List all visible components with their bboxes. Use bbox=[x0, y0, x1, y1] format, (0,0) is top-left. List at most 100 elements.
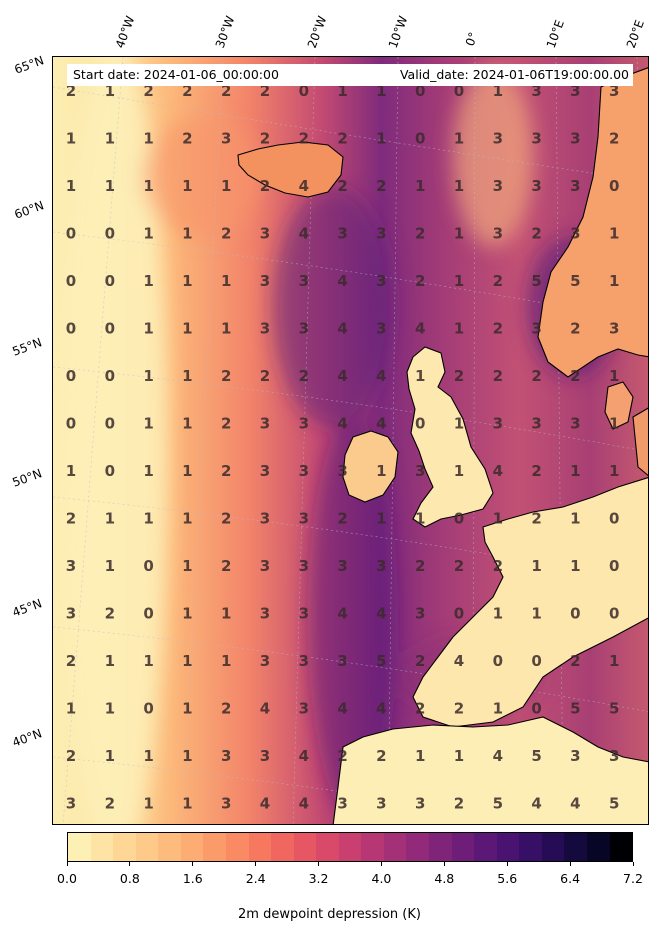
grid-value: 2 bbox=[221, 700, 231, 718]
grid-value: 1 bbox=[415, 510, 425, 528]
grid-value: 1 bbox=[531, 605, 541, 623]
grid-value: 1 bbox=[143, 367, 153, 385]
grid-value: 3 bbox=[531, 177, 541, 195]
grid-value: 2 bbox=[531, 462, 541, 480]
grid-value: 1 bbox=[415, 177, 425, 195]
grid-value: 2 bbox=[454, 700, 464, 718]
grid-value: 3 bbox=[337, 462, 347, 480]
colorbar-tick-label: 6.4 bbox=[560, 871, 581, 886]
grid-value: 4 bbox=[493, 462, 503, 480]
grid-value: 2 bbox=[260, 177, 270, 195]
grid-value: 2 bbox=[105, 605, 115, 623]
grid-value: 1 bbox=[182, 272, 192, 290]
grid-value: 1 bbox=[143, 510, 153, 528]
grid-value: 4 bbox=[299, 747, 309, 765]
colorbar-segment bbox=[541, 833, 565, 861]
grid-value: 1 bbox=[609, 462, 619, 480]
colorbar-tick-label: 7.2 bbox=[623, 871, 643, 886]
grid-value: 4 bbox=[415, 320, 425, 338]
map-canvas[interactable]: 2 1 2 2 2 2 0 1 1 0 0 1 3 3 3 1 1 1 2 3 2 2 2 1 0 1 3 3 3 2 1 1 1 1 1 2 4 2 2 1… bbox=[53, 57, 649, 825]
colorbar-segment bbox=[68, 833, 91, 861]
colorbar-tick bbox=[129, 862, 131, 866]
grid-value: 3 bbox=[260, 415, 270, 433]
grid-value: 0 bbox=[66, 225, 76, 243]
grid-value: 3 bbox=[299, 557, 309, 575]
grid-value: 2 bbox=[531, 367, 541, 385]
grid-value: 3 bbox=[609, 320, 619, 338]
grid-value: 3 bbox=[260, 510, 270, 528]
grid-value: 3 bbox=[570, 82, 580, 100]
grid-value: 1 bbox=[454, 272, 464, 290]
grid-value: 1 bbox=[66, 130, 76, 148]
grid-value: 2 bbox=[337, 747, 347, 765]
grid-value: 2 bbox=[337, 130, 347, 148]
grid-value: 2 bbox=[66, 652, 76, 670]
grid-value: 2 bbox=[415, 557, 425, 575]
grid-value: 4 bbox=[454, 652, 464, 670]
grid-value: 3 bbox=[609, 82, 619, 100]
grid-value: 1 bbox=[570, 462, 580, 480]
grid-value: 1 bbox=[66, 700, 76, 718]
grid-value: 2 bbox=[454, 795, 464, 813]
grid-value: 4 bbox=[260, 700, 270, 718]
grid-value: 3 bbox=[493, 415, 503, 433]
colorbar-segment bbox=[135, 833, 159, 861]
grid-value: 1 bbox=[105, 130, 115, 148]
grid-value: 2 bbox=[66, 510, 76, 528]
grid-value: 3 bbox=[531, 82, 541, 100]
grid-value: 4 bbox=[337, 415, 347, 433]
grid-value: 3 bbox=[376, 557, 386, 575]
grid-value: 3 bbox=[66, 557, 76, 575]
grid-value: 1 bbox=[609, 652, 619, 670]
grid-value: 1 bbox=[182, 225, 192, 243]
map-panel[interactable]: 2 1 2 2 2 2 0 1 1 0 0 1 3 3 3 1 1 1 2 3 2 2 2 1 0 1 3 3 3 2 1 1 1 1 1 2 4 2 2 1… bbox=[52, 56, 649, 825]
grid-value: 2 bbox=[143, 82, 153, 100]
grid-value: 4 bbox=[299, 795, 309, 813]
grid-value: 2 bbox=[376, 177, 386, 195]
grid-value: 3 bbox=[337, 225, 347, 243]
grid-value: 3 bbox=[260, 462, 270, 480]
grid-value: 3 bbox=[493, 130, 503, 148]
grid-value: 1 bbox=[493, 510, 503, 528]
grid-value: 4 bbox=[337, 320, 347, 338]
colorbar-segment bbox=[293, 833, 317, 861]
grid-value: 3 bbox=[415, 605, 425, 623]
colorbar-segment bbox=[203, 833, 226, 861]
grid-value: 2 bbox=[415, 700, 425, 718]
grid-value: 1 bbox=[221, 652, 231, 670]
grid-value: 1 bbox=[376, 82, 386, 100]
grid-value: 1 bbox=[454, 177, 464, 195]
grid-value: 0 bbox=[66, 367, 76, 385]
grid-value: 2 bbox=[182, 82, 192, 100]
grid-value: 2 bbox=[299, 367, 309, 385]
grid-value: 2 bbox=[454, 557, 464, 575]
grid-value: 0 bbox=[105, 415, 115, 433]
grid-value: 3 bbox=[570, 415, 580, 433]
grid-value: 3 bbox=[531, 130, 541, 148]
grid-value: 1 bbox=[609, 225, 619, 243]
grid-value: 1 bbox=[105, 652, 115, 670]
grid-value: 1 bbox=[182, 462, 192, 480]
colorbar-tick bbox=[443, 862, 445, 866]
grid-value: 4 bbox=[570, 795, 580, 813]
grid-value: 1 bbox=[182, 557, 192, 575]
colorbar-segment bbox=[564, 833, 587, 861]
grid-value: 1 bbox=[143, 320, 153, 338]
grid-value: 2 bbox=[415, 652, 425, 670]
grid-value: 3 bbox=[260, 557, 270, 575]
colorbar-tick bbox=[506, 862, 508, 866]
grid-value: 1 bbox=[182, 605, 192, 623]
grid-value: 3 bbox=[493, 177, 503, 195]
ireland bbox=[342, 430, 399, 503]
grid-value: 4 bbox=[337, 272, 347, 290]
lon-label-10e: 10°E bbox=[543, 18, 567, 50]
grid-value: 4 bbox=[337, 700, 347, 718]
grid-value: 5 bbox=[609, 795, 619, 813]
colorbar-segment bbox=[316, 833, 339, 861]
colorbar bbox=[67, 832, 633, 862]
grid-value: 1 bbox=[182, 177, 192, 195]
grid-value: 5 bbox=[531, 272, 541, 290]
grid-value: 1 bbox=[493, 700, 503, 718]
colorbar-tick-label: 0.8 bbox=[119, 871, 140, 886]
grid-value: 2 bbox=[221, 367, 231, 385]
